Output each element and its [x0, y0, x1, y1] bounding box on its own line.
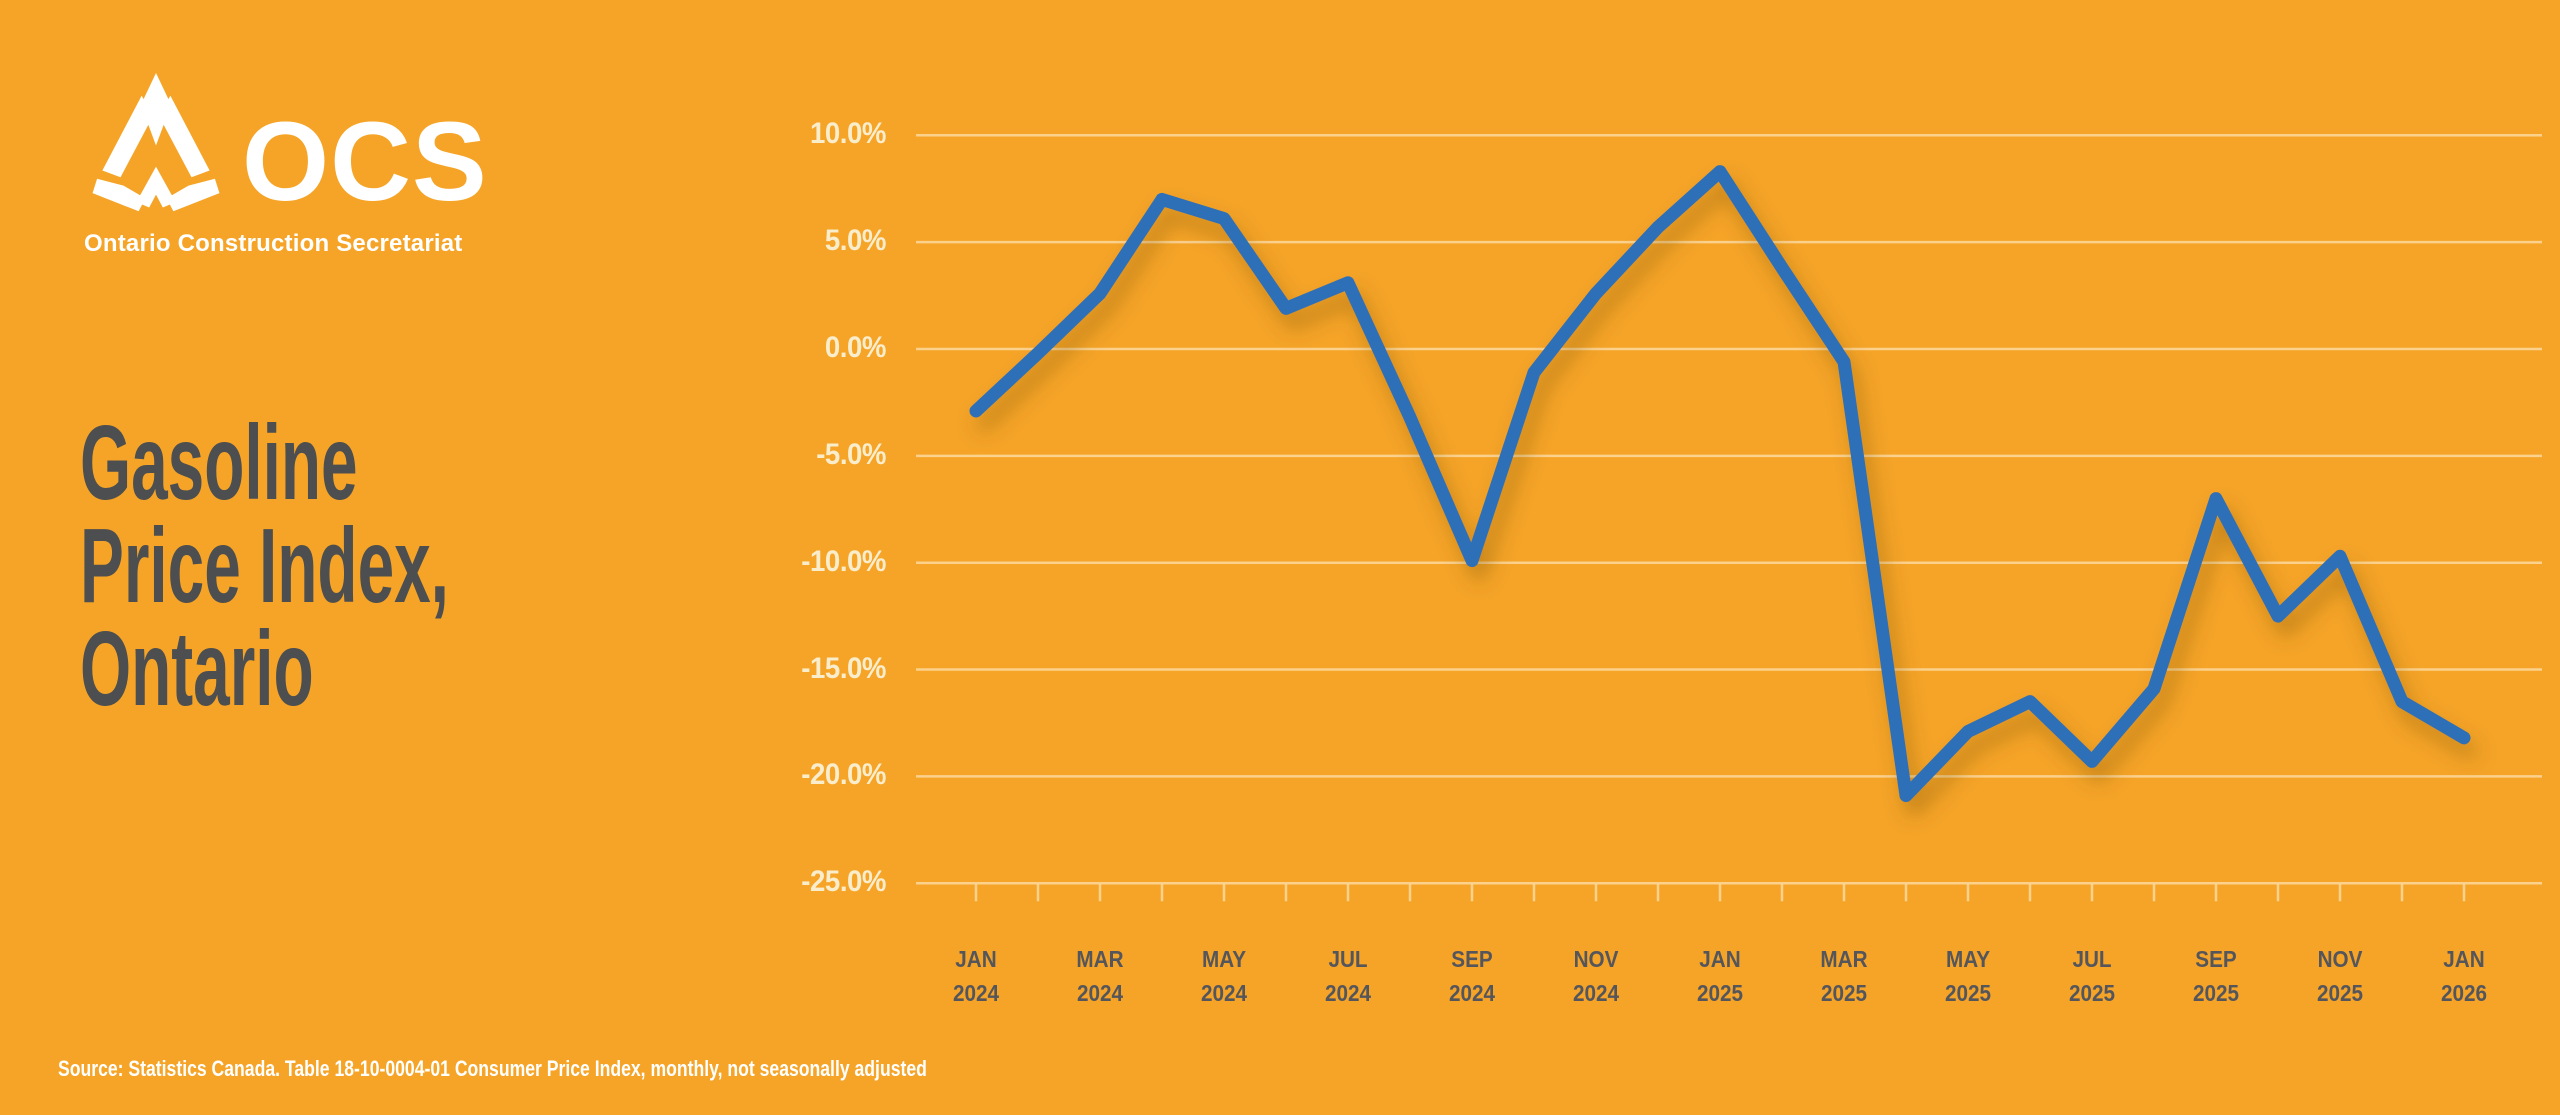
gasoline-index-line [969, 165, 2471, 803]
x-axis-label-year: 2024 [1448, 980, 1496, 1006]
x-axis-label-year: 2025 [1696, 980, 1744, 1006]
page-title-line-3: Ontario [80, 610, 314, 728]
x-axis-label-year: 2025 [2316, 980, 2364, 1006]
y-axis-label: 0.0% [824, 331, 887, 364]
x-axis-label-month: JAN [2443, 946, 2485, 972]
x-axis-label: MAY 2025 [1912, 942, 2024, 1010]
x-axis-label-year: 2024 [1076, 980, 1124, 1006]
x-axis-label-year: 2024 [1572, 980, 1620, 1006]
y-axis-label: 10.0% [810, 117, 886, 151]
page-title-line-1: Gasoline [80, 404, 358, 522]
y-axis-label: -10.0% [801, 544, 886, 578]
ocs-logo-row: OCS [80, 70, 488, 218]
x-axis-label-month: MAY [1945, 946, 1991, 972]
y-axis-label: 5.0% [824, 224, 887, 258]
y-axis-label: -15.0% [801, 651, 886, 685]
logo-subtitle: Ontario Construction Secretariat [84, 230, 463, 257]
source-note: Source: Statistics Canada. Table 18-10-0… [58, 1056, 927, 1081]
ocs-logo: OCS Ontario Construction Secretariat [80, 70, 488, 258]
ocs-logo-mark-icon [92, 73, 220, 212]
x-axis-label: JAN 2025 [1664, 942, 1776, 1010]
y-axis-label: -25.0% [801, 865, 886, 899]
page-title: Gasoline Price Index, Ontario [80, 404, 449, 728]
x-axis-label-year: 2025 [1820, 980, 1868, 1006]
x-axis-label-month: NOV [2317, 946, 2363, 972]
x-axis-label: MAY 2024 [1168, 942, 1280, 1010]
x-axis-label-year: 2024 [952, 980, 1000, 1006]
ocs-logo-text: OCS [242, 99, 488, 224]
x-axis-label: MAR 2025 [1788, 942, 1900, 1010]
y-axis-label: -5.0% [816, 437, 886, 471]
x-axis-label-year: 2026 [2440, 980, 2488, 1006]
x-axis-label-month: MAR [1076, 946, 1124, 972]
x-axis-label: JAN 2026 [2408, 942, 2520, 1010]
x-axis-label-year: 2024 [1200, 980, 1248, 1006]
gridlines [916, 134, 2542, 885]
x-axis-label-month: SEP [1451, 946, 1493, 972]
month-tick-marks [974, 884, 2466, 902]
x-axis-label: NOV 2024 [1540, 942, 1652, 1010]
x-axis-label-month: NOV [1573, 946, 1619, 972]
x-axis-label: SEP 2025 [2160, 942, 2272, 1010]
x-axis-label: JUL 2024 [1292, 942, 1404, 1010]
x-axis-label-month: JAN [1699, 946, 1741, 972]
x-axis-label: JUL 2025 [2036, 942, 2148, 1010]
x-axis-label-month: MAR [1820, 946, 1868, 972]
x-axis-label: JAN 2024 [920, 942, 1032, 1010]
page-title-line-2: Price Index, [80, 507, 449, 625]
x-axis-label-month: JUL [1328, 946, 1368, 972]
x-axis-label: MAR 2024 [1044, 942, 1156, 1010]
x-axis-label: SEP 2024 [1416, 942, 1528, 1010]
gasoline-index-polyline [969, 165, 2471, 803]
x-axis-label-month: SEP [2195, 946, 2237, 972]
x-axis-label-month: MAY [1201, 946, 1247, 972]
y-axis-label: -20.0% [801, 758, 886, 792]
x-axis-label-year: 2025 [1944, 980, 1992, 1006]
x-axis-label-month: JAN [955, 946, 997, 972]
x-axis-label-month: JUL [2072, 946, 2112, 972]
x-axis-label-year: 2025 [2068, 980, 2116, 1006]
x-axis-label-year: 2025 [2192, 980, 2240, 1006]
x-axis-label: NOV 2025 [2284, 942, 2396, 1010]
x-axis-label-year: 2024 [1324, 980, 1372, 1006]
